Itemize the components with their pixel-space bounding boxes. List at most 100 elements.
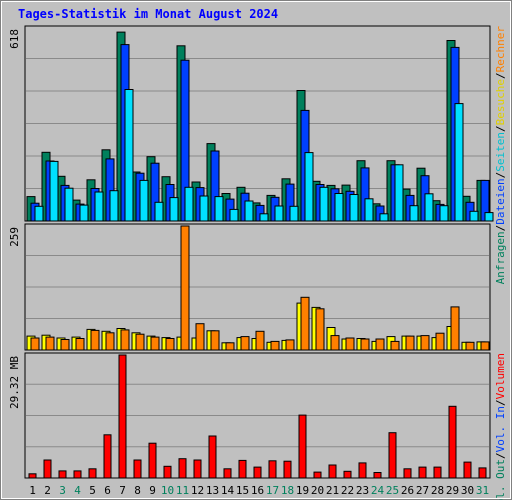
sites-bar xyxy=(435,332,445,351)
volume-bar xyxy=(268,460,277,479)
legend-entry: Besuche xyxy=(494,79,507,125)
legend-entry: Dateien xyxy=(494,178,507,224)
right-legend: Anfragen/Dateien/Seiten/Besuche/Rechner V… xyxy=(494,26,507,500)
volume-bar xyxy=(313,471,322,479)
volume-bar xyxy=(43,459,52,479)
day-label: 21 xyxy=(326,484,339,497)
volume-bar xyxy=(418,466,427,479)
sites-bar xyxy=(75,338,85,351)
day-label: 19 xyxy=(296,484,309,497)
day-label: 8 xyxy=(134,484,141,497)
volume-panel: 29.32 MB xyxy=(8,352,491,479)
pages-bar xyxy=(94,191,104,222)
legend-entry: Vol. Out xyxy=(494,459,507,500)
day-label: 31 xyxy=(476,484,489,497)
sites-bar xyxy=(375,338,385,351)
legend-entry: / xyxy=(494,125,507,132)
sites-bar xyxy=(45,336,55,351)
legend-hits-visits: Anfragen/Dateien/Seiten/Besuche/Rechner xyxy=(494,26,507,285)
day-label: 5 xyxy=(89,484,96,497)
hits-files-pages-panel: 618 xyxy=(8,25,494,222)
visits-sites-panel: 259 xyxy=(8,223,491,351)
legend-volume: Vol. Out/Vol. In/Volumen xyxy=(494,353,507,500)
pages-bar xyxy=(244,200,254,222)
volume-bar xyxy=(223,468,232,479)
day-label: 15 xyxy=(236,484,249,497)
day-label: 13 xyxy=(206,484,219,497)
day-label: 27 xyxy=(416,484,429,497)
day-label: 24 xyxy=(371,484,385,497)
pages-bar xyxy=(229,208,239,222)
pages-bar xyxy=(109,190,119,222)
sites-bar xyxy=(90,329,100,351)
pages-bar xyxy=(364,198,374,222)
volume-bar xyxy=(163,465,172,479)
volume-bar xyxy=(298,414,307,479)
pages-bar xyxy=(49,160,59,222)
sites-bar xyxy=(240,336,250,351)
pages-bar xyxy=(154,201,164,222)
sites-bar xyxy=(165,338,175,351)
pages-bar xyxy=(124,89,134,222)
volume-bar xyxy=(448,405,457,479)
pages-bar xyxy=(469,210,479,222)
sites-bar xyxy=(180,225,190,351)
volume-bar xyxy=(193,459,202,479)
pages-bar xyxy=(79,204,89,222)
pages-bar xyxy=(334,193,344,222)
sites-bar xyxy=(405,335,415,351)
volume-bar xyxy=(253,466,262,479)
volume-bar xyxy=(283,460,292,479)
volume-bar xyxy=(148,442,157,479)
volume-bar xyxy=(88,468,97,479)
pages-bar xyxy=(259,213,269,222)
visits-sites-bars xyxy=(26,225,490,351)
volume-bar xyxy=(373,472,382,479)
sites-bar xyxy=(420,335,430,351)
pages-bar xyxy=(304,152,314,222)
legend-entry: / xyxy=(494,172,507,179)
day-label: 12 xyxy=(191,484,204,497)
pages-bar xyxy=(394,164,404,222)
sites-bar xyxy=(390,340,400,351)
legend-entry: / xyxy=(494,72,507,79)
volume-bar xyxy=(343,470,352,479)
pages-bar xyxy=(139,179,149,222)
sites-bar xyxy=(135,333,145,351)
sites-bar xyxy=(195,323,205,351)
volume-bar xyxy=(358,462,367,479)
day-label: 7 xyxy=(119,484,126,497)
volume-bar xyxy=(28,473,37,479)
sites-bar xyxy=(210,330,220,351)
chart-panels: 618 259 29.32 MB xyxy=(8,25,494,479)
volume-bar xyxy=(103,434,112,479)
legend-entry: Seiten xyxy=(494,132,507,172)
legend-entry: / xyxy=(494,399,507,406)
volume-bar xyxy=(433,466,442,479)
legend-entry: Rechner xyxy=(494,26,507,73)
sites-bar xyxy=(225,342,235,351)
sites-bar xyxy=(450,306,460,351)
sites-bar xyxy=(255,330,265,351)
pages-bar xyxy=(169,197,179,222)
volume-bar xyxy=(478,467,487,479)
y-max-label: 29.32 MB xyxy=(8,356,21,409)
sites-bar xyxy=(120,329,130,351)
pages-bar xyxy=(34,205,44,222)
sites-bar xyxy=(465,341,475,351)
day-label: 29 xyxy=(446,484,459,497)
day-label: 22 xyxy=(341,484,354,497)
legend-entry: / xyxy=(494,225,507,232)
pages-bar xyxy=(439,205,449,222)
pages-bar xyxy=(424,193,434,222)
pages-bar xyxy=(64,187,74,222)
pages-bar xyxy=(484,212,494,222)
sites-bar xyxy=(315,308,325,351)
day-label: 17 xyxy=(266,484,279,497)
sites-bar xyxy=(330,335,340,351)
volume-bar xyxy=(238,459,247,479)
day-label: 9 xyxy=(149,484,156,497)
day-label: 26 xyxy=(401,484,414,497)
